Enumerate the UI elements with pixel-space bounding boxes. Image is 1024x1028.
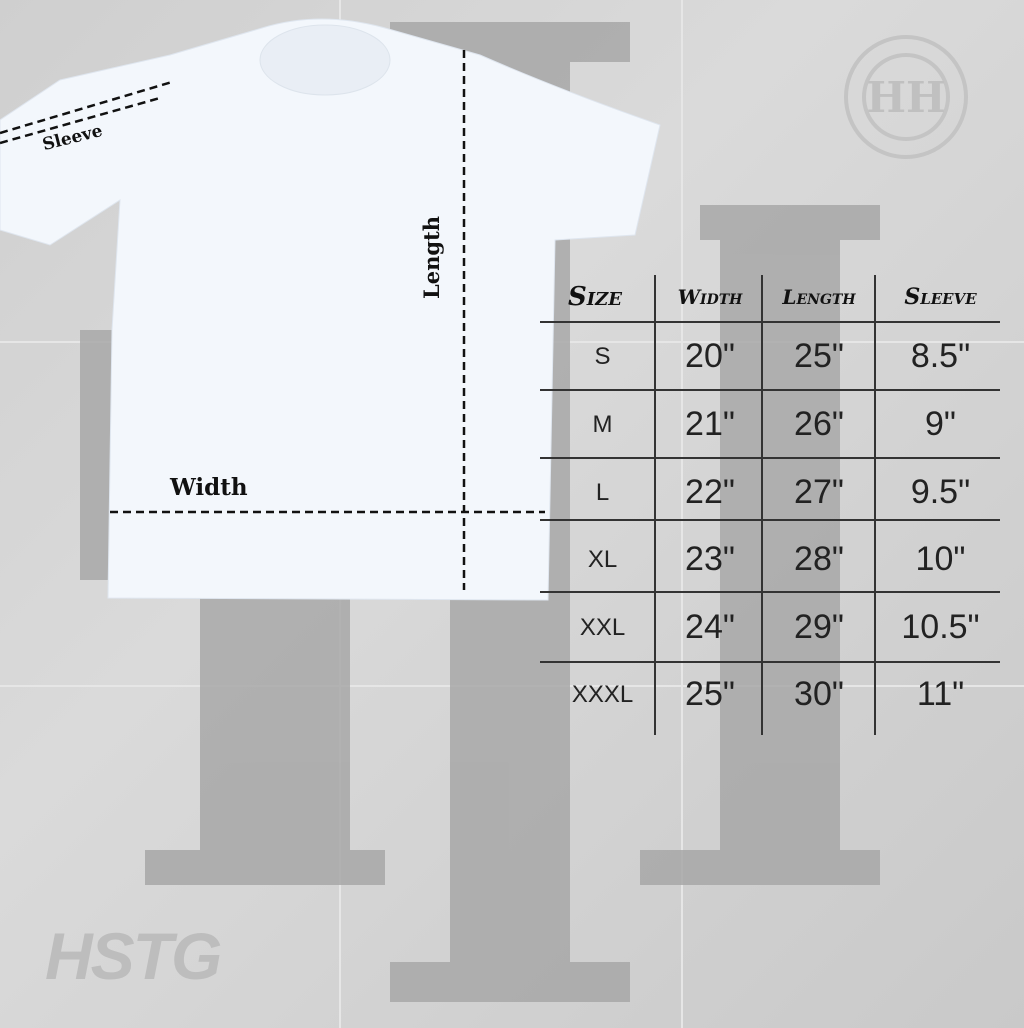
cell-length: 30" <box>794 675 844 713</box>
cell-sleeve: 9" <box>925 405 956 443</box>
measure-lines <box>0 50 545 590</box>
cell-length: 27" <box>794 473 844 511</box>
tshirt <box>0 18 661 601</box>
length-label: Length <box>419 215 445 300</box>
cell-size: XXL <box>579 614 626 641</box>
cell-sleeve: 10.5" <box>901 608 980 646</box>
brand-seal: HH <box>844 35 968 159</box>
watermark-monogram <box>80 22 880 1002</box>
cell-length: 28" <box>794 540 844 578</box>
table-grid <box>540 275 1000 735</box>
cell-width: 22" <box>685 473 735 511</box>
cell-size: S <box>594 343 611 370</box>
cell-width: 21" <box>685 405 735 443</box>
cell-sleeve: 11" <box>916 675 965 713</box>
cell-width: 25" <box>685 675 735 713</box>
cell-sleeve: 10" <box>915 540 966 578</box>
header-sleeve: Sleeve <box>904 284 977 310</box>
cell-sleeve: 9.5" <box>910 473 971 511</box>
brand-logo: HSTG <box>45 919 222 993</box>
cell-width: 24" <box>685 608 735 646</box>
cell-length: 29" <box>794 608 844 646</box>
cell-sleeve: 8.5" <box>910 337 971 375</box>
cell-size: L <box>595 479 610 506</box>
cell-size: XL <box>587 546 618 573</box>
header-width: Width <box>677 285 743 309</box>
cell-width: 23" <box>685 540 735 578</box>
cell-length: 26" <box>794 405 844 443</box>
svg-text:HH: HH <box>866 73 945 122</box>
header-size: Size <box>567 282 623 312</box>
header-length: Length <box>782 285 856 309</box>
cell-length: 25" <box>794 337 844 375</box>
width-label: Width <box>170 474 248 501</box>
cell-size: XXXL <box>571 681 634 708</box>
cell-size: M <box>592 411 613 438</box>
cell-width: 20" <box>685 337 735 375</box>
